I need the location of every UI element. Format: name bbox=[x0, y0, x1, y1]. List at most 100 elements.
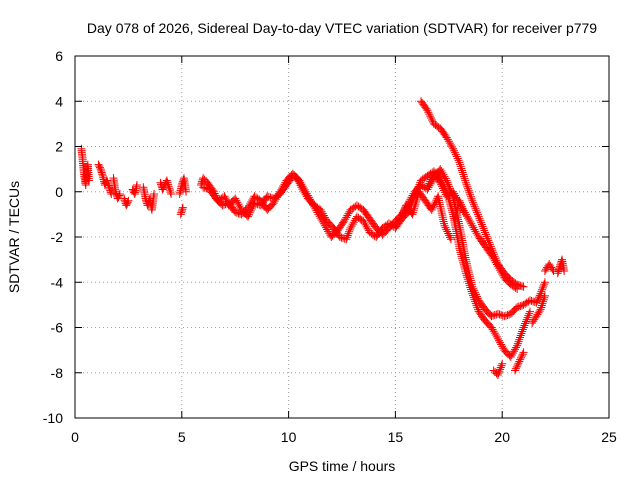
data-point-marker bbox=[517, 301, 526, 310]
data-point-marker bbox=[560, 266, 569, 275]
data-point-marker bbox=[468, 221, 477, 230]
data-point-marker bbox=[344, 209, 353, 218]
data-point-marker bbox=[295, 176, 304, 185]
data-point-marker bbox=[321, 223, 330, 232]
data-point-marker bbox=[299, 183, 308, 192]
data-point-marker bbox=[361, 220, 370, 229]
data-point-marker bbox=[412, 195, 421, 204]
data-point-marker bbox=[341, 215, 350, 224]
data-point-marker bbox=[200, 183, 209, 192]
data-point-marker bbox=[473, 303, 482, 312]
data-point-marker bbox=[234, 200, 243, 209]
data-point-marker bbox=[537, 301, 546, 310]
data-point-marker bbox=[451, 191, 460, 200]
data-point-marker bbox=[461, 176, 470, 185]
data-point-marker bbox=[297, 180, 306, 189]
data-point-marker bbox=[529, 297, 538, 306]
data-point-marker bbox=[347, 222, 356, 231]
data-point-marker bbox=[540, 293, 549, 302]
data-point-marker bbox=[426, 112, 435, 121]
data-point-marker bbox=[538, 285, 547, 294]
data-point-marker bbox=[454, 156, 463, 165]
data-point-marker bbox=[458, 166, 467, 175]
data-point-marker bbox=[342, 233, 351, 242]
data-point-marker bbox=[477, 220, 486, 229]
axis-ticks: 0 5 10 15 20 25 -10 -8 -6 -4 -2 0 2 4 6 bbox=[43, 48, 617, 445]
data-point-marker bbox=[343, 231, 352, 240]
data-point-marker bbox=[448, 142, 457, 151]
data-point-marker bbox=[523, 313, 532, 322]
data-point-marker bbox=[475, 214, 484, 223]
data-point-marker bbox=[277, 185, 286, 194]
data-point-marker bbox=[319, 219, 328, 228]
data-point-marker bbox=[176, 210, 185, 219]
data-point-marker bbox=[166, 188, 175, 197]
data-point-marker bbox=[554, 267, 563, 276]
data-point-marker bbox=[539, 282, 548, 291]
data-point-marker bbox=[443, 227, 452, 236]
data-point-marker bbox=[307, 197, 316, 206]
data-point-marker bbox=[362, 222, 371, 231]
data-point-marker bbox=[456, 246, 465, 255]
data-point-marker bbox=[429, 201, 438, 210]
y-tick-label: -10 bbox=[43, 410, 63, 426]
data-point-marker bbox=[452, 152, 461, 161]
data-point-marker bbox=[428, 203, 437, 212]
data-point-marker bbox=[406, 195, 415, 204]
data-point-marker bbox=[409, 206, 418, 215]
data-point-marker bbox=[450, 189, 459, 198]
data-point-marker bbox=[423, 183, 432, 192]
data-point-marker bbox=[469, 284, 478, 293]
data-point-marker bbox=[517, 282, 526, 291]
x-tick-label: 0 bbox=[71, 429, 79, 445]
data-point-marker bbox=[106, 186, 115, 195]
data-point-marker bbox=[462, 180, 471, 189]
data-point-marker bbox=[218, 201, 227, 210]
data-point-marker bbox=[518, 350, 527, 359]
data-point-marker bbox=[318, 217, 327, 226]
data-point-marker bbox=[462, 212, 471, 221]
data-point-marker bbox=[363, 224, 372, 233]
data-point-marker bbox=[513, 341, 522, 350]
data-point-marker bbox=[349, 218, 358, 227]
data-point-marker bbox=[492, 260, 501, 269]
data-point-marker bbox=[309, 200, 318, 209]
data-point-marker bbox=[553, 269, 562, 278]
data-point-marker bbox=[441, 223, 450, 232]
data-point-marker bbox=[471, 227, 480, 236]
data-point-marker bbox=[437, 167, 446, 176]
data-point-marker bbox=[482, 232, 491, 241]
data-point-marker bbox=[437, 180, 446, 189]
data-point-marker bbox=[516, 302, 525, 311]
data-point-marker bbox=[425, 179, 434, 188]
data-point-marker bbox=[534, 308, 543, 317]
data-point-marker bbox=[178, 205, 187, 214]
data-point-marker bbox=[495, 367, 504, 376]
y-tick-label: 2 bbox=[55, 139, 63, 155]
data-point-marker bbox=[96, 165, 105, 174]
data-point-marker bbox=[533, 310, 542, 319]
y-tick-label: 4 bbox=[55, 93, 63, 109]
data-point-marker bbox=[521, 317, 530, 326]
data-point-marker bbox=[532, 312, 541, 321]
data-point-marker bbox=[513, 285, 522, 294]
data-point-marker bbox=[458, 204, 467, 213]
data-point-marker bbox=[269, 199, 278, 208]
data-point-marker bbox=[509, 347, 518, 356]
data-point-marker bbox=[411, 200, 420, 209]
data-point-marker bbox=[470, 286, 479, 295]
data-point-marker bbox=[463, 182, 472, 191]
data-point-marker bbox=[303, 191, 312, 200]
data-point-marker bbox=[84, 176, 93, 185]
data-point-marker bbox=[246, 199, 255, 208]
data-point-marker bbox=[472, 229, 481, 238]
data-point-marker bbox=[456, 160, 465, 169]
data-point-marker bbox=[411, 198, 420, 207]
data-point-marker bbox=[546, 261, 555, 270]
data-point-marker bbox=[345, 227, 354, 236]
data-point-marker bbox=[422, 104, 431, 113]
data-point-marker bbox=[455, 196, 464, 205]
data-point-marker bbox=[472, 292, 481, 301]
data-point-marker bbox=[484, 236, 493, 245]
data-point-marker bbox=[494, 336, 503, 345]
